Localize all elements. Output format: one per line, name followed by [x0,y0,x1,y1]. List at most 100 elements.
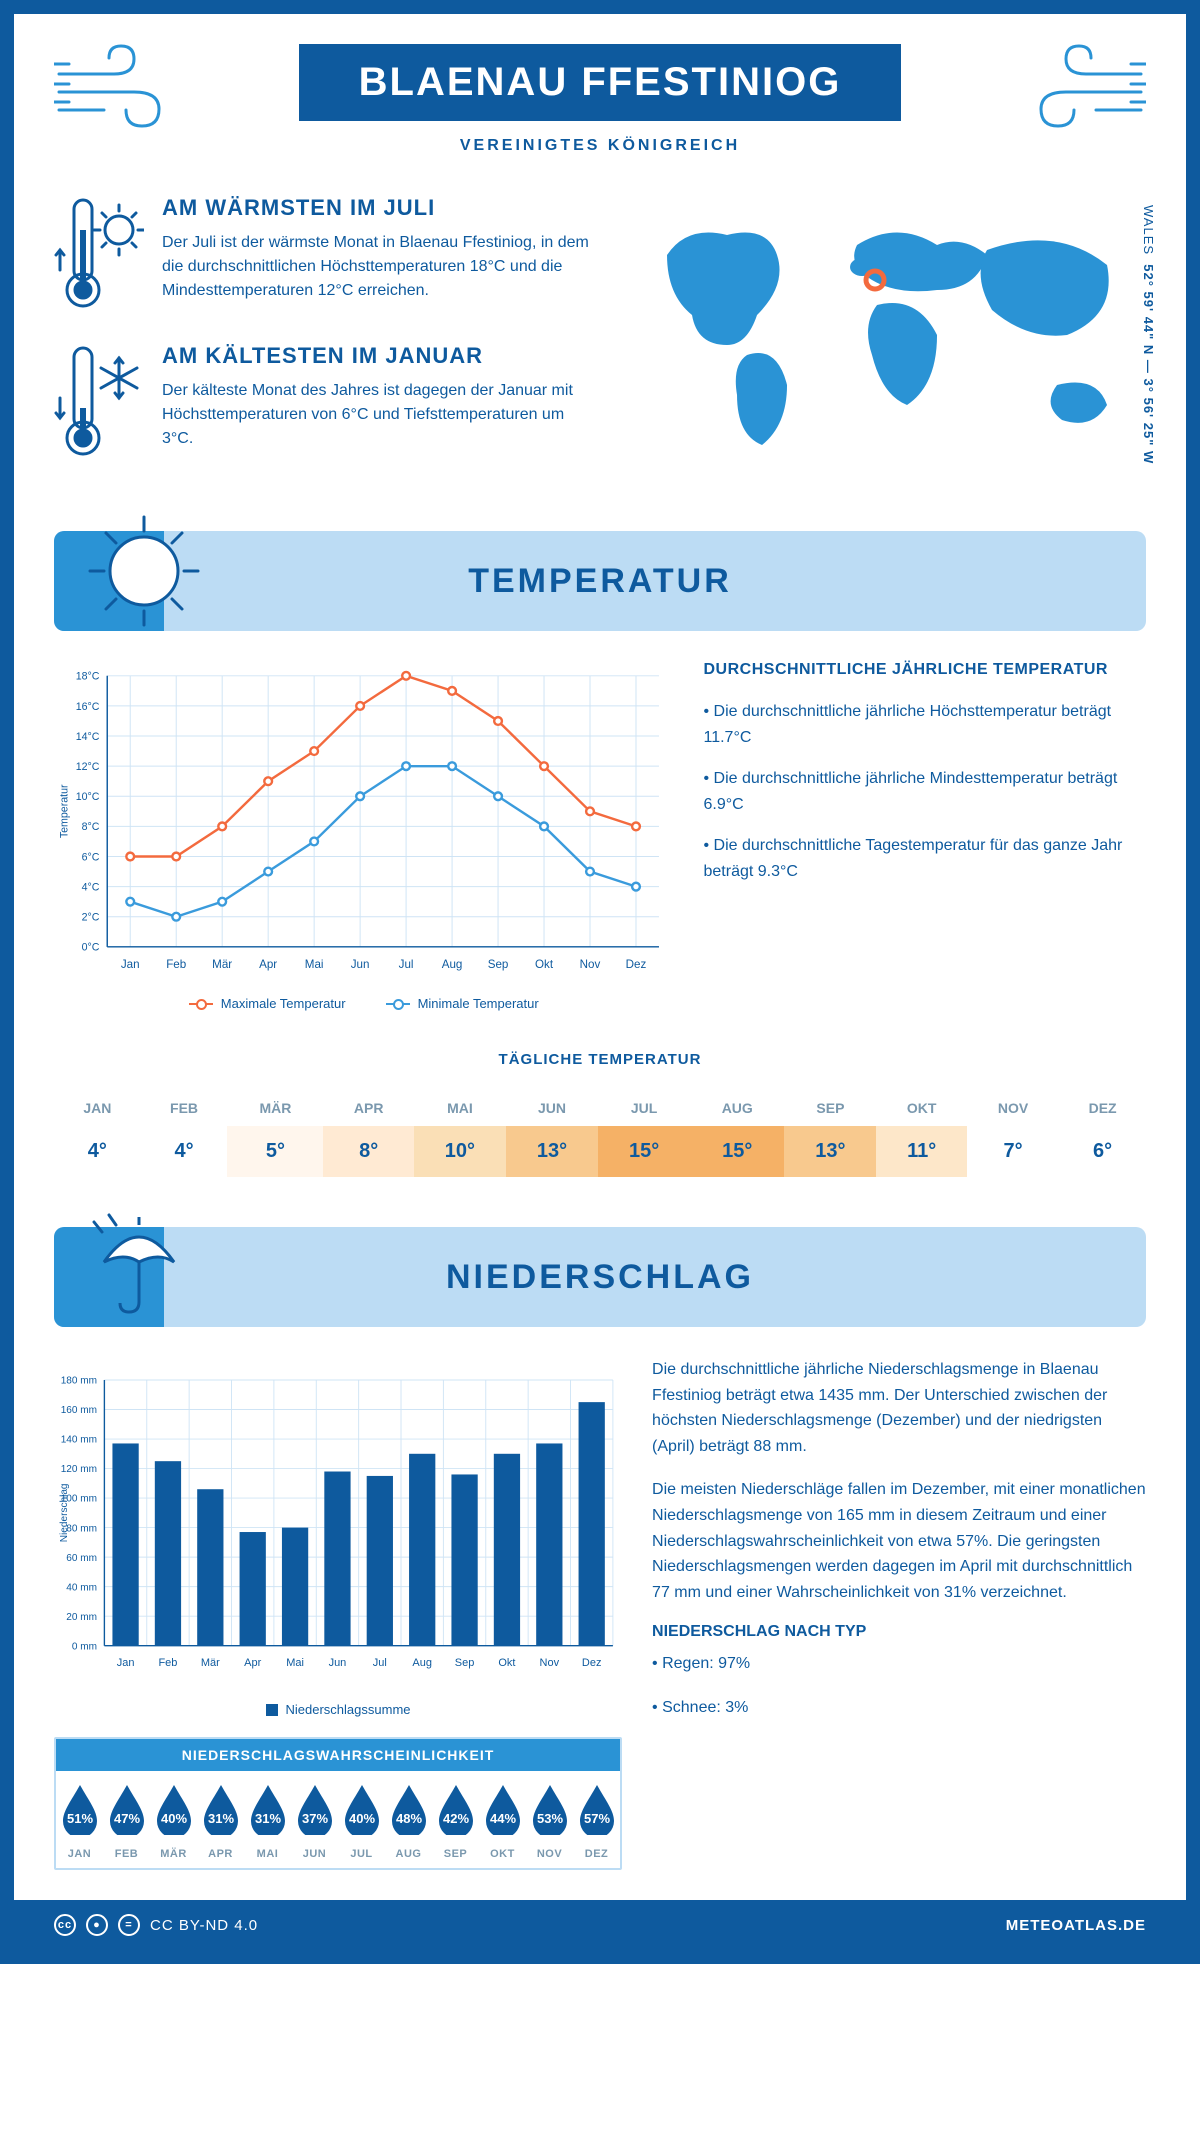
svg-text:Sep: Sep [455,1657,475,1669]
prob-cell: 31% MAI [244,1771,291,1868]
table-cell: 13° [506,1126,598,1177]
page-subtitle: VEREINIGTES KÖNIGREICH [54,137,1146,155]
svg-text:31%: 31% [254,1811,280,1826]
svg-text:Niederschlag: Niederschlag [59,1483,70,1542]
svg-text:12°C: 12°C [76,761,100,773]
temperature-line-chart: 0°C2°C4°C6°C8°C10°C12°C14°C16°C18°CJanFe… [54,661,674,981]
table-header: MAI [414,1086,506,1126]
wind-icon [1026,44,1146,134]
precip-bar-chart: 0 mm20 mm40 mm60 mm80 mm100 mm120 mm140 … [54,1357,622,1687]
temp-bullet: • Die durchschnittliche jährliche Höchst… [704,699,1147,750]
drop-icon: 57% [576,1783,618,1835]
drop-icon: 40% [341,1783,383,1835]
table-cell: 10° [414,1126,506,1177]
prob-cell: 57% DEZ [573,1771,620,1868]
daily-temp-table: JANFEBMÄRAPRMAIJUNJULAUGSEPOKTNOVDEZ 4°4… [54,1086,1146,1177]
temp-bullet: • Die durchschnittliche jährliche Mindes… [704,766,1147,817]
by-icon: ● [86,1914,108,1936]
precip-probability-box: NIEDERSCHLAGSWAHRSCHEINLICHKEIT 51% JAN … [54,1737,622,1870]
svg-text:Mär: Mär [201,1657,220,1669]
svg-text:Mai: Mai [286,1657,304,1669]
page-title: BLAENAU FFESTINIOG [299,44,902,121]
svg-text:Apr: Apr [244,1657,261,1669]
table-cell: 8° [323,1126,413,1177]
svg-text:60 mm: 60 mm [66,1553,97,1564]
coordinates: WALES 52° 59' 44" N — 3° 56' 25" W [1141,205,1156,464]
drop-icon: 44% [482,1783,524,1835]
site-name: METEOATLAS.DE [1006,1917,1146,1934]
svg-text:Jul: Jul [373,1657,387,1669]
drop-icon: 31% [200,1783,242,1835]
svg-text:Dez: Dez [626,958,647,971]
fact-warm-title: AM WÄRMSTEN IM JULI [162,195,598,221]
precip-type: • Regen: 97% [652,1651,1146,1677]
svg-text:Mai: Mai [305,958,324,971]
svg-text:Feb: Feb [166,958,186,971]
section-precip: NIEDERSCHLAG [54,1227,1146,1327]
svg-text:42%: 42% [442,1811,468,1826]
svg-text:31%: 31% [207,1811,233,1826]
fact-cold: AM KÄLTESTEN IM JANUAR Der kälteste Mona… [54,343,598,463]
drop-icon: 37% [294,1783,336,1835]
svg-text:Jun: Jun [351,958,370,971]
prob-cell: 37% JUN [291,1771,338,1868]
table-cell: 7° [967,1126,1059,1177]
svg-text:47%: 47% [113,1811,139,1826]
svg-text:Jun: Jun [329,1657,347,1669]
table-cell: 11° [876,1126,966,1177]
table-header: AUG [690,1086,784,1126]
table-header: JAN [54,1086,141,1126]
table-cell: 15° [690,1126,784,1177]
svg-text:14°C: 14°C [76,731,100,743]
fact-warm: AM WÄRMSTEN IM JULI Der Juli ist der wär… [54,195,598,315]
precip-type: • Schnee: 3% [652,1695,1146,1721]
drop-icon: 40% [153,1783,195,1835]
drop-icon: 47% [106,1783,148,1835]
prob-cell: 40% MÄR [150,1771,197,1868]
svg-text:80 mm: 80 mm [66,1523,97,1534]
umbrella-icon [84,1207,194,1317]
fact-warm-body: Der Juli ist der wärmste Monat in Blaena… [162,231,598,303]
daily-temp-caption: TÄGLICHE TEMPERATUR [54,1051,1146,1068]
svg-text:2°C: 2°C [82,912,100,924]
svg-text:51%: 51% [66,1811,92,1826]
table-header: FEB [141,1086,228,1126]
svg-text:18°C: 18°C [76,671,100,683]
thermometer-snow-icon [54,343,144,463]
precip-paragraph: Die durchschnittliche jährliche Niedersc… [652,1357,1146,1459]
svg-text:Nov: Nov [540,1657,560,1669]
svg-text:40 mm: 40 mm [66,1582,97,1593]
table-header: APR [323,1086,413,1126]
prob-cell: 40% JUL [338,1771,385,1868]
precip-type-title: NIEDERSCHLAG NACH TYP [652,1623,1146,1641]
prob-cell: 51% JAN [56,1771,103,1868]
svg-text:20 mm: 20 mm [66,1612,97,1623]
sun-icon [84,511,204,631]
svg-text:53%: 53% [536,1811,562,1826]
table-cell: 4° [141,1126,228,1177]
table-header: NOV [967,1086,1059,1126]
fact-cold-title: AM KÄLTESTEN IM JANUAR [162,343,598,369]
svg-text:Aug: Aug [412,1657,432,1669]
svg-text:37%: 37% [301,1811,327,1826]
svg-text:57%: 57% [583,1811,609,1826]
precip-paragraph: Die meisten Niederschläge fallen im Deze… [652,1477,1146,1605]
drop-icon: 31% [247,1783,289,1835]
prob-cell: 47% FEB [103,1771,150,1868]
svg-text:Jan: Jan [121,958,140,971]
chart-legend: Maximale Temperatur Minimale Temperatur [54,996,674,1011]
table-cell: 15° [598,1126,690,1177]
svg-text:180 mm: 180 mm [61,1376,97,1387]
svg-text:48%: 48% [395,1811,421,1826]
table-cell: 4° [54,1126,141,1177]
table-header: MÄR [227,1086,323,1126]
svg-text:Dez: Dez [582,1657,602,1669]
prob-cell: 42% SEP [432,1771,479,1868]
prob-cell: 44% OKT [479,1771,526,1868]
svg-text:4°C: 4°C [82,881,100,893]
svg-text:6°C: 6°C [82,851,100,863]
world-map [628,195,1146,465]
cc-icon: cc [54,1914,76,1936]
svg-text:Sep: Sep [488,958,509,971]
drop-icon: 42% [435,1783,477,1835]
